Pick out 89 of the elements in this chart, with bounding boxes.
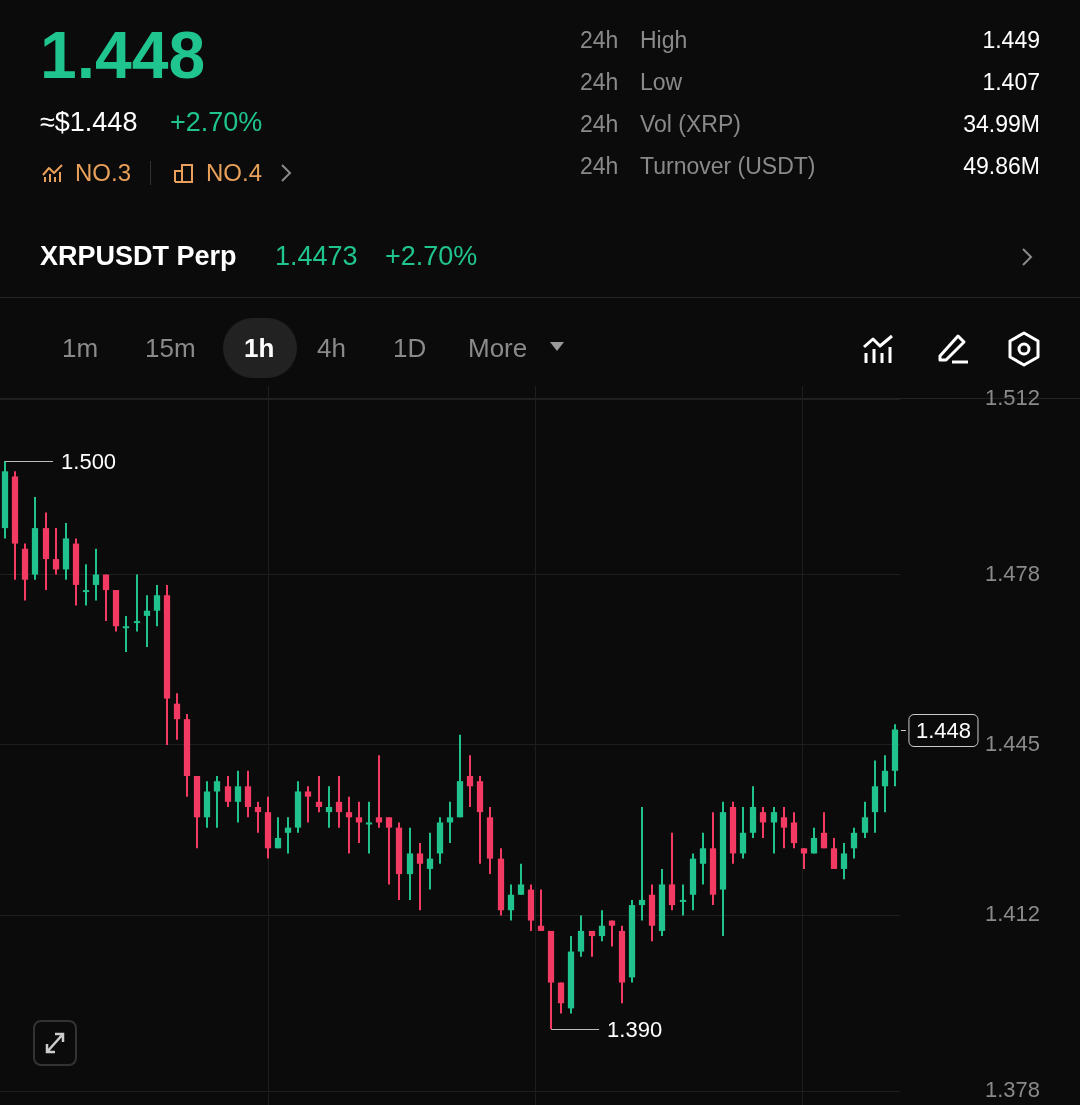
y-tick-label: 1.478 [984, 560, 1040, 586]
text: ≈$1.448 [40, 107, 138, 137]
candlestick [577, 914, 585, 958]
candlestick [213, 774, 221, 829]
text: More [468, 333, 528, 363]
text: NO.4 [206, 159, 263, 186]
y-tick-label: 1.512 [984, 385, 1040, 411]
y-tick-label: 1.412 [984, 901, 1040, 927]
candlestick [284, 816, 292, 855]
candlestick [133, 573, 141, 633]
text: 34.99M [963, 111, 1040, 137]
candlestick [800, 847, 808, 870]
candlestick [335, 774, 343, 829]
ref-line-label: 1.448 [915, 717, 971, 743]
candlestick [173, 692, 181, 741]
text: High [640, 27, 688, 53]
text: NO.3 [75, 159, 132, 186]
candlestick [608, 919, 616, 948]
text: Low [640, 69, 683, 95]
candlestick [416, 842, 424, 912]
candlestick [810, 826, 818, 855]
candlestick [143, 594, 151, 648]
text: +2.70% [170, 107, 263, 137]
text: 1h [244, 333, 275, 363]
candlestick [102, 573, 110, 623]
candlestick [861, 800, 869, 839]
candlestick [325, 785, 333, 829]
text: 1.449 [982, 27, 1040, 53]
candlestick [790, 811, 798, 850]
candlestick [638, 805, 646, 922]
candlestick [153, 583, 161, 628]
text: 24h [580, 153, 619, 179]
annotation: 1.500 [61, 448, 117, 474]
candlestick [385, 816, 393, 886]
text: XRPUSDT Perp [40, 241, 237, 271]
text: 1.448 [40, 18, 206, 92]
text: 24h [580, 69, 619, 95]
y-tick-label: 1.445 [984, 731, 1040, 757]
candlestick [52, 527, 60, 576]
candlestick [406, 826, 414, 901]
candlestick [598, 909, 606, 943]
candlestick [234, 769, 242, 824]
candlestick [780, 805, 788, 850]
candlestick [699, 831, 707, 886]
candlestick [365, 800, 373, 855]
candlestick [588, 929, 596, 958]
annotation: 1.390 [607, 1016, 663, 1042]
candlestick [537, 888, 545, 932]
candlestick [274, 816, 282, 850]
candlestick [881, 754, 889, 814]
candlestick [679, 883, 687, 917]
candlestick [446, 800, 454, 845]
text: 1.407 [982, 69, 1040, 95]
text: 4h [317, 333, 346, 363]
text: 24h [580, 27, 619, 53]
candlestick [355, 800, 363, 845]
candlestick [466, 754, 474, 808]
candlestick [820, 811, 828, 850]
candlestick [375, 754, 383, 829]
candlestick [830, 836, 838, 870]
candlestick [426, 831, 434, 891]
text: 1m [62, 333, 99, 363]
y-tick-label: 1.378 [984, 1077, 1040, 1103]
candlestick [517, 862, 525, 896]
candlestick [840, 842, 848, 881]
candlestick [122, 614, 130, 654]
candlestick [82, 563, 90, 607]
candlestick [92, 547, 100, 602]
candlestick [739, 805, 747, 860]
candlestick [304, 785, 312, 824]
text: 1D [393, 333, 427, 363]
text: 1.4473 [275, 241, 358, 271]
candlestick [315, 774, 323, 814]
candlestick [244, 769, 252, 819]
text: +2.70% [385, 241, 478, 271]
candlestick [850, 826, 858, 860]
candlestick [224, 774, 232, 808]
candlestick [507, 883, 515, 922]
text: 24h [580, 111, 619, 137]
text: Vol (XRP) [640, 111, 741, 137]
candlestick [345, 795, 353, 855]
candlestick [668, 831, 676, 912]
candlestick [557, 981, 565, 1015]
text: Turnover (USDT) [640, 153, 816, 179]
candlestick [759, 805, 767, 839]
text: 15m [145, 333, 196, 363]
candlestick [770, 805, 778, 855]
text: 49.86M [963, 153, 1040, 179]
candlestick [254, 800, 262, 834]
